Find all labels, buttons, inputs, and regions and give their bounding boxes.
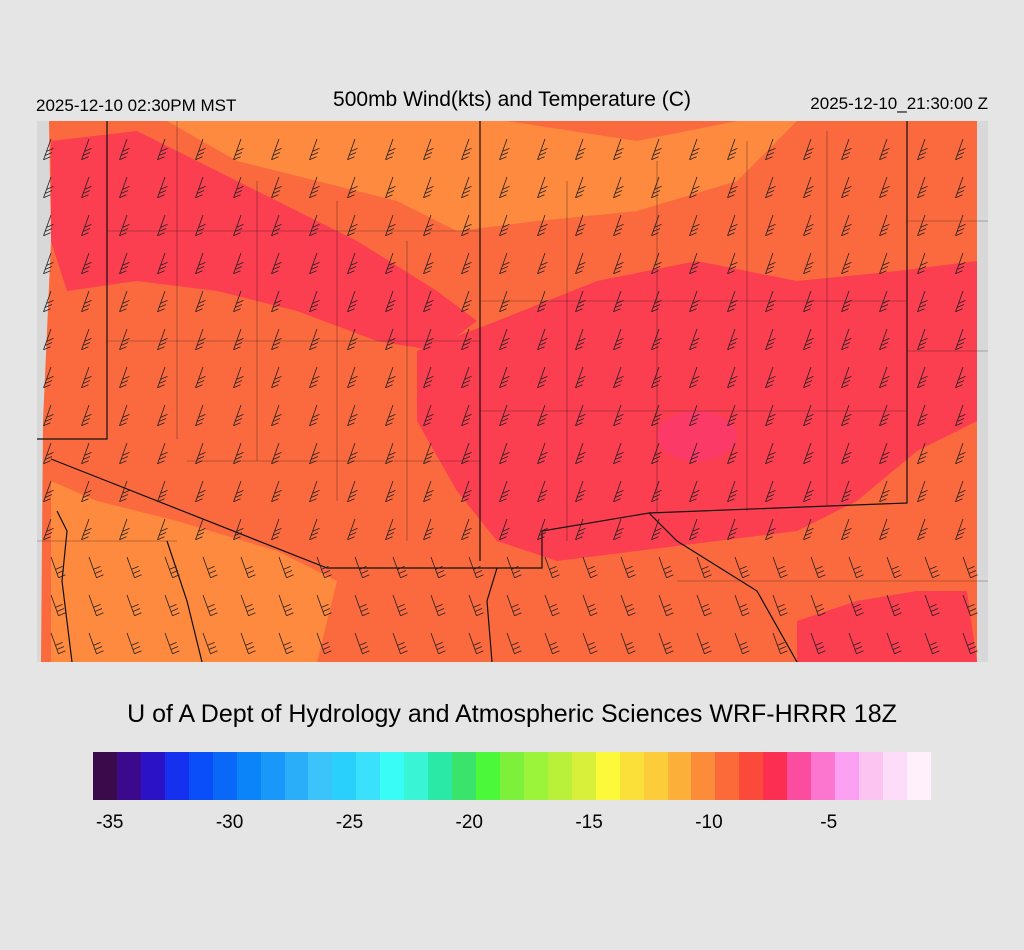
colorbar-swatch bbox=[499, 752, 524, 800]
colorbar-swatch bbox=[332, 752, 357, 800]
colorbar-tick-label: -30 bbox=[215, 812, 244, 833]
colorbar-tick-label: -15 bbox=[575, 812, 603, 833]
colorbar-swatch bbox=[236, 752, 261, 800]
border-west bbox=[37, 121, 108, 440]
colorbar-swatch bbox=[212, 752, 237, 800]
colorbar-swatch bbox=[787, 752, 812, 800]
colorbar-swatch bbox=[571, 752, 596, 800]
colorbar-tick-label: -5 bbox=[820, 812, 838, 833]
colorbar-swatch bbox=[116, 752, 141, 800]
valid-time-utc: 2025-12-10_21:30:00 Z bbox=[810, 94, 988, 113]
coldest-core bbox=[657, 411, 737, 461]
colorbar-swatch bbox=[523, 752, 548, 800]
colorbar-tick-labels: -35 -30 -25 -20 -15 -10 -5 bbox=[0, 812, 1024, 842]
colorbar-swatch bbox=[619, 752, 644, 800]
weather-map bbox=[37, 121, 988, 662]
colorbar-swatch bbox=[188, 752, 213, 800]
wind-barbs bbox=[43, 138, 978, 655]
wind-barb-grid bbox=[43, 138, 978, 655]
warm-area-southwest bbox=[51, 481, 337, 662]
colorbar-swatch bbox=[547, 752, 572, 800]
colorbar-swatch bbox=[882, 752, 907, 800]
missing-data-strip bbox=[37, 121, 51, 662]
model-credit: U of A Dept of Hydrology and Atmospheric… bbox=[127, 700, 897, 728]
colorbar-tick-label: -35 bbox=[96, 812, 124, 833]
border-east bbox=[648, 121, 908, 514]
valid-time-local: 2025-12-10 02:30PM MST bbox=[36, 96, 237, 115]
colorbar-swatch bbox=[476, 752, 500, 800]
colorbar-swatch bbox=[691, 752, 716, 800]
colorbar-swatch bbox=[906, 752, 931, 800]
colorbar-swatch bbox=[260, 752, 285, 800]
border-south-segment bbox=[486, 567, 498, 662]
cold-band-northwest bbox=[51, 131, 477, 351]
colorbar-swatch bbox=[284, 752, 309, 800]
colorbar-swatch bbox=[811, 752, 836, 800]
colorbar-swatch bbox=[859, 752, 883, 800]
colorbar-swatch bbox=[308, 752, 333, 800]
colorbar-swatch bbox=[93, 752, 117, 800]
colorbar-swatch bbox=[164, 752, 189, 800]
colorbar-swatch bbox=[428, 752, 453, 800]
colorbar-swatch bbox=[404, 752, 429, 800]
colorbar-swatch bbox=[380, 752, 405, 800]
colorbar-swatch bbox=[763, 752, 788, 800]
colorbar-swatch bbox=[739, 752, 764, 800]
colorbar-swatch bbox=[715, 752, 740, 800]
missing-data-strip-east bbox=[977, 121, 988, 662]
river-border bbox=[166, 540, 203, 662]
colorbar-swatch bbox=[643, 752, 668, 800]
colorbar-swatch bbox=[140, 752, 165, 800]
colorbar-swatch bbox=[595, 752, 620, 800]
colorbar-swatch bbox=[356, 752, 381, 800]
map-title: 500mb Wind(kts) and Temperature (C) bbox=[333, 88, 691, 111]
colorbar-swatch bbox=[452, 752, 476, 800]
colorbar-tick-label: -20 bbox=[455, 812, 483, 833]
colorbar-swatch bbox=[835, 752, 859, 800]
warm-band-north bbox=[167, 121, 797, 231]
colorbar-swatch bbox=[667, 752, 692, 800]
colorbar-tick-label: -10 bbox=[695, 812, 723, 833]
coastline bbox=[56, 510, 73, 662]
map-canvas bbox=[37, 121, 988, 662]
colorbar-tick-label: -25 bbox=[335, 812, 364, 833]
temperature-colorbar bbox=[93, 752, 931, 800]
